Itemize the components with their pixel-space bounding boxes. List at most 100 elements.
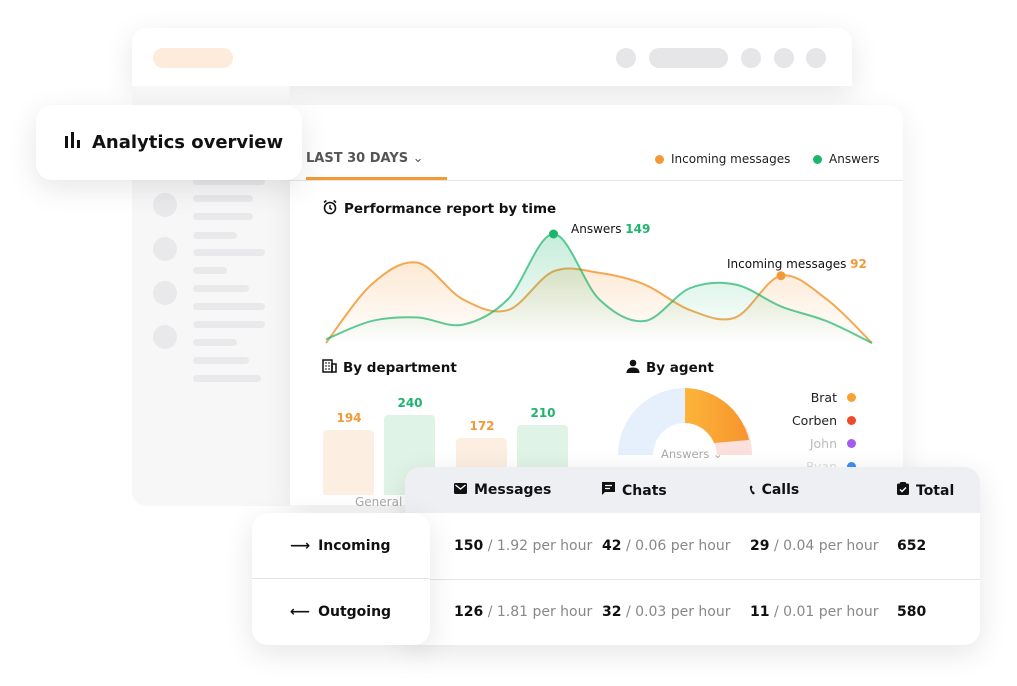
address-pill bbox=[153, 48, 233, 68]
agent-dot bbox=[847, 416, 856, 425]
legend-dot bbox=[655, 154, 664, 164]
cell-calls: 11 / 0.01 per hour bbox=[750, 604, 879, 620]
arrow-left-icon: ⟵ bbox=[290, 604, 311, 620]
cell-total: 652 bbox=[897, 538, 926, 554]
agent-dot bbox=[847, 393, 856, 402]
agent-name: John bbox=[809, 436, 837, 451]
active-tab-underline bbox=[306, 177, 447, 180]
divider bbox=[405, 579, 980, 580]
cell-messages: 126 / 1.81 per hour bbox=[454, 604, 592, 620]
cell-value: 29 bbox=[750, 538, 770, 554]
agent-donut bbox=[618, 388, 753, 455]
column-label: Messages bbox=[474, 482, 552, 498]
column-total: Total bbox=[897, 482, 954, 499]
legend-incoming: Incoming messages bbox=[655, 152, 790, 166]
phone-icon: 📞︎ bbox=[750, 482, 755, 498]
area-answers bbox=[326, 234, 872, 343]
cell-total: 580 bbox=[897, 604, 926, 620]
envelope-icon bbox=[454, 482, 467, 498]
agent-legend-item: John bbox=[776, 436, 856, 451]
donut-metric-label: Answers bbox=[661, 447, 710, 461]
row-label: Outgoing bbox=[318, 604, 392, 620]
annotation-label: Incoming messages bbox=[727, 257, 847, 271]
agent-name: Brat bbox=[810, 390, 837, 405]
legend-label: Incoming messages bbox=[671, 152, 791, 166]
cell-rate: / 0.03 per hour bbox=[625, 604, 731, 620]
cell-calls: 29 / 0.04 per hour bbox=[750, 538, 879, 554]
cell-value: 42 bbox=[602, 538, 622, 554]
person-icon bbox=[626, 359, 640, 377]
annotation-value: 92 bbox=[850, 257, 867, 271]
annotation-label: Answers bbox=[571, 222, 622, 236]
row-label-outgoing: ⟵ Outgoing bbox=[252, 579, 430, 645]
performance-title: Performance report by time bbox=[322, 199, 556, 219]
performance-chart bbox=[325, 229, 873, 344]
browser-window-bar bbox=[132, 28, 852, 86]
section-title: Performance report by time bbox=[344, 201, 557, 217]
peak-marker[interactable] bbox=[776, 271, 786, 281]
cell-value: 580 bbox=[897, 604, 927, 620]
bar-value: 240 bbox=[397, 396, 423, 410]
cell-rate: / 0.01 per hour bbox=[773, 604, 879, 620]
section-title: By department bbox=[343, 360, 457, 376]
agent-title: By agent bbox=[626, 359, 714, 377]
cell-value: 126 bbox=[454, 604, 484, 620]
alarm-clock-icon bbox=[322, 199, 338, 219]
section-title: By agent bbox=[646, 360, 714, 376]
cell-chats: 42 / 0.06 per hour bbox=[602, 538, 731, 554]
chat-icon bbox=[602, 482, 615, 499]
clipboard-check-icon bbox=[897, 482, 909, 499]
line-answers bbox=[325, 232, 873, 344]
bar-value: 172 bbox=[469, 418, 495, 433]
legend-answers: Answers bbox=[813, 152, 879, 166]
date-range-dropdown[interactable]: LAST 30 DAYS ⌄ bbox=[306, 151, 424, 166]
donut-slice-brat bbox=[685, 388, 749, 443]
stats-table: Messages Chats 📞︎ Calls Total 150 / 1.92 … bbox=[405, 467, 980, 645]
cell-rate: / 1.81 per hour bbox=[487, 604, 593, 620]
chevron-down-icon: ⌄ bbox=[713, 447, 723, 461]
row-label: Incoming bbox=[318, 537, 391, 554]
agent-dot bbox=[847, 462, 856, 471]
cell-value: 32 bbox=[602, 604, 622, 620]
analytics-panel: LAST 30 DAYS ⌄ Incoming messages Answers… bbox=[290, 105, 903, 509]
window-pill bbox=[649, 48, 728, 68]
donut-metric-select[interactable]: Answers ⌄ bbox=[661, 447, 723, 461]
legend-label: Answers bbox=[829, 152, 880, 166]
bar-value: 194 bbox=[336, 411, 362, 426]
department-category-label: General bbox=[355, 495, 403, 509]
chevron-down-icon: ⌄ bbox=[412, 151, 424, 166]
title-card: Analytics overview bbox=[36, 105, 302, 180]
bar-value: 210 bbox=[530, 406, 556, 420]
building-icon bbox=[322, 359, 337, 377]
window-dot bbox=[741, 48, 761, 68]
direction-card: ⟶ Incoming ⟵ Outgoing bbox=[252, 513, 430, 645]
cell-value: 11 bbox=[750, 604, 770, 620]
column-label: Chats bbox=[622, 482, 667, 499]
table-header bbox=[405, 467, 980, 513]
department-title: By department bbox=[322, 359, 457, 377]
peak-marker[interactable] bbox=[549, 229, 558, 239]
agent-legend-item: Corben bbox=[776, 413, 856, 428]
column-calls: 📞︎ Calls bbox=[750, 482, 799, 498]
window-dot bbox=[774, 48, 794, 68]
legend-dot bbox=[813, 154, 822, 164]
incoming-annotation: Incoming messages 92 bbox=[727, 257, 867, 271]
date-range-label: LAST 30 DAYS bbox=[306, 151, 409, 166]
column-messages: Messages bbox=[454, 482, 551, 498]
cell-value: 652 bbox=[897, 538, 927, 554]
row-label-incoming: ⟶ Incoming bbox=[252, 513, 430, 579]
cell-value: 150 bbox=[454, 538, 484, 554]
cell-rate: / 1.92 per hour bbox=[487, 538, 593, 554]
bar-chart-icon bbox=[64, 132, 82, 153]
window-dot bbox=[616, 48, 636, 68]
agent-legend-item: Brat bbox=[776, 390, 856, 405]
column-label: Total bbox=[916, 482, 955, 499]
page-title: Analytics overview bbox=[92, 132, 284, 153]
annotation-value: 149 bbox=[625, 222, 651, 236]
cell-chats: 32 / 0.03 per hour bbox=[602, 604, 731, 620]
cell-rate: / 0.06 per hour bbox=[625, 538, 731, 554]
agent-name: Corben bbox=[791, 413, 837, 428]
divider bbox=[290, 180, 903, 181]
bar bbox=[323, 430, 374, 495]
window-dot bbox=[806, 48, 826, 68]
